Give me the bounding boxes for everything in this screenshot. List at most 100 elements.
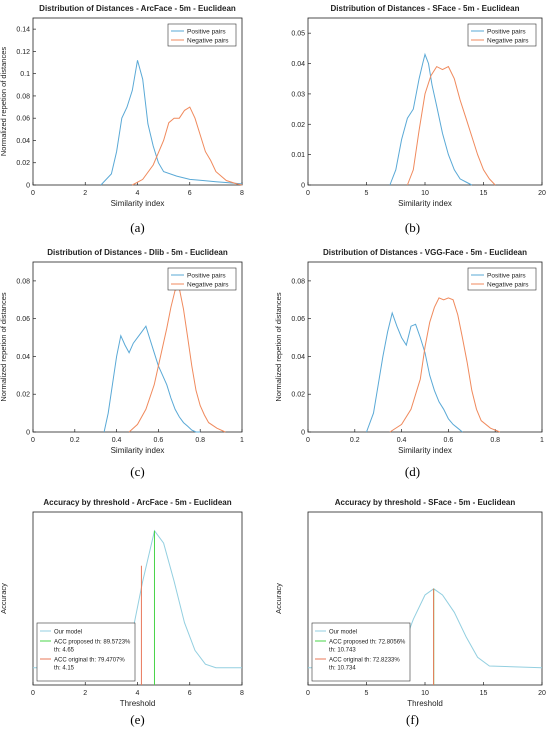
series-line-0: [100, 60, 243, 186]
y-tick-label: 0: [26, 183, 30, 190]
y-tick-label: 0.08: [291, 278, 305, 285]
x-tick-label: 1: [240, 437, 244, 444]
plot-frame: [307, 261, 543, 433]
y-tick-label: 0.04: [291, 61, 305, 68]
legend-box: [311, 622, 411, 682]
chart-panel-2: Distribution of Distances - Dlib - 5m - …: [0, 248, 244, 455]
legend-label-th: th: 4.15: [54, 666, 75, 672]
chart-panel-0: Distribution of Distances - ArcFace - 5m…: [0, 4, 244, 208]
x-tick-label: 0.6: [444, 437, 454, 444]
series-line-0: [103, 325, 201, 433]
legend-label: ACC proposed th: 89.5723%: [54, 640, 131, 646]
x-tick-label: 0: [306, 437, 310, 444]
y-tick-label: 0.06: [16, 316, 30, 323]
x-tick-label: 6: [188, 190, 192, 197]
y-tick-label: 0.02: [16, 392, 30, 399]
legend-box: [467, 267, 537, 291]
caption-f: (f): [406, 712, 419, 727]
x-tick-label: 0.4: [112, 437, 122, 444]
legend-label-th: th: 10.743: [329, 648, 356, 654]
chart-title: Distribution of Distances - SFace - 5m -…: [331, 4, 520, 13]
legend-box: [467, 23, 537, 47]
legend-label: Positive pairs: [487, 29, 526, 36]
caption-e: (e): [130, 712, 145, 727]
x-tick-label: 0.4: [397, 437, 407, 444]
x-axis-label: Threshold: [407, 699, 443, 708]
chart-title: Distribution of Distances - ArcFace - 5m…: [39, 4, 236, 13]
chart-title: Distribution of Distances - Dlib - 5m - …: [47, 248, 228, 257]
series-line-0: [366, 311, 463, 433]
y-tick-label: 0.06: [291, 316, 305, 323]
x-tick-label: 0.2: [70, 437, 80, 444]
x-tick-label: 5: [365, 190, 369, 197]
legend-label: ACC proposed th: 72.8056%: [329, 640, 406, 646]
x-tick-label: 8: [240, 190, 244, 197]
legend-label: Negative pairs: [187, 282, 229, 289]
x-axis-label: Similarity index: [398, 446, 452, 455]
x-tick-label: 8: [240, 690, 244, 697]
chart-panel-3: Distribution of Distances - VGG-Face - 5…: [274, 248, 544, 455]
x-tick-label: 4: [136, 190, 140, 197]
x-axis-label: Threshold: [120, 699, 156, 708]
y-tick-label: 0.05: [291, 31, 305, 38]
series-line-0: [389, 52, 473, 186]
x-axis-label: Similarity index: [111, 199, 165, 208]
x-axis-label: Similarity index: [398, 199, 452, 208]
x-tick-label: 0.8: [195, 437, 205, 444]
y-tick-label: 0.01: [291, 152, 305, 159]
y-tick-label: 0.04: [16, 138, 30, 145]
caption-a: (a): [130, 220, 145, 235]
x-tick-label: 5: [365, 690, 369, 697]
legend-label: Positive pairs: [187, 273, 226, 280]
x-tick-label: 15: [480, 190, 488, 197]
x-tick-label: 2: [83, 190, 87, 197]
y-axis-label: Accuracy: [274, 583, 283, 614]
series-line-1: [406, 65, 496, 186]
x-tick-label: 10: [421, 190, 429, 197]
y-tick-label: 0.02: [291, 122, 305, 129]
y-tick-label: 0.04: [16, 354, 30, 361]
y-axis-label: Normalized repetion of distances: [0, 292, 8, 401]
y-axis-label: Normalized repetion of distances: [0, 47, 8, 156]
caption-c: (c): [130, 464, 145, 479]
y-tick-label: 0.03: [291, 91, 305, 98]
x-axis-label: Similarity index: [111, 446, 165, 455]
x-tick-label: 10: [421, 690, 429, 697]
caption-b: (b): [404, 220, 421, 235]
x-tick-label: 0: [306, 190, 310, 197]
plot-frame: [32, 261, 243, 433]
x-tick-label: 15: [480, 690, 488, 697]
legend-label: Positive pairs: [487, 273, 526, 280]
x-tick-label: 0: [31, 437, 35, 444]
y-tick-label: 0: [301, 430, 305, 437]
chart-title: Accuracy by threshold - SFace - 5m - Euc…: [335, 498, 516, 507]
caption-d: (d): [404, 464, 421, 479]
series-line-1: [132, 106, 243, 186]
y-tick-label: 0.02: [291, 392, 305, 399]
y-tick-label: 0.14: [16, 27, 30, 34]
y-tick-label: 0: [26, 430, 30, 437]
legend-label: ACC original th: 79.4707%: [54, 658, 125, 664]
x-tick-label: 0: [31, 690, 35, 697]
chart-panel-1: Distribution of Distances - SFace - 5m -…: [291, 4, 546, 208]
legend-label-th: th: 4.65: [54, 648, 75, 654]
x-tick-label: 2: [83, 690, 87, 697]
x-tick-label: 6: [188, 690, 192, 697]
x-tick-label: 4: [136, 690, 140, 697]
x-tick-label: 1: [540, 437, 544, 444]
y-tick-label: 0.08: [16, 93, 30, 100]
y-tick-label: 0.08: [16, 278, 30, 285]
x-tick-label: 0.6: [154, 437, 164, 444]
legend-label: Positive pairs: [187, 29, 226, 36]
chart-title: Distribution of Distances - VGG-Face - 5…: [323, 248, 527, 257]
legend-box: [167, 23, 237, 47]
legend-label: Our model: [329, 630, 357, 636]
y-axis-label: Accuracy: [0, 583, 8, 614]
chart-panel-4: Accuracy by threshold - ArcFace - 5m - E…: [0, 498, 244, 708]
chart-panel-5: Accuracy by threshold - SFace - 5m - Euc…: [274, 498, 546, 708]
chart-title: Accuracy by threshold - ArcFace - 5m - E…: [43, 498, 231, 507]
y-tick-label: 0.12: [16, 49, 30, 56]
legend-label: Negative pairs: [487, 282, 529, 289]
legend-label: ACC original th: 72.8233%: [329, 658, 400, 664]
